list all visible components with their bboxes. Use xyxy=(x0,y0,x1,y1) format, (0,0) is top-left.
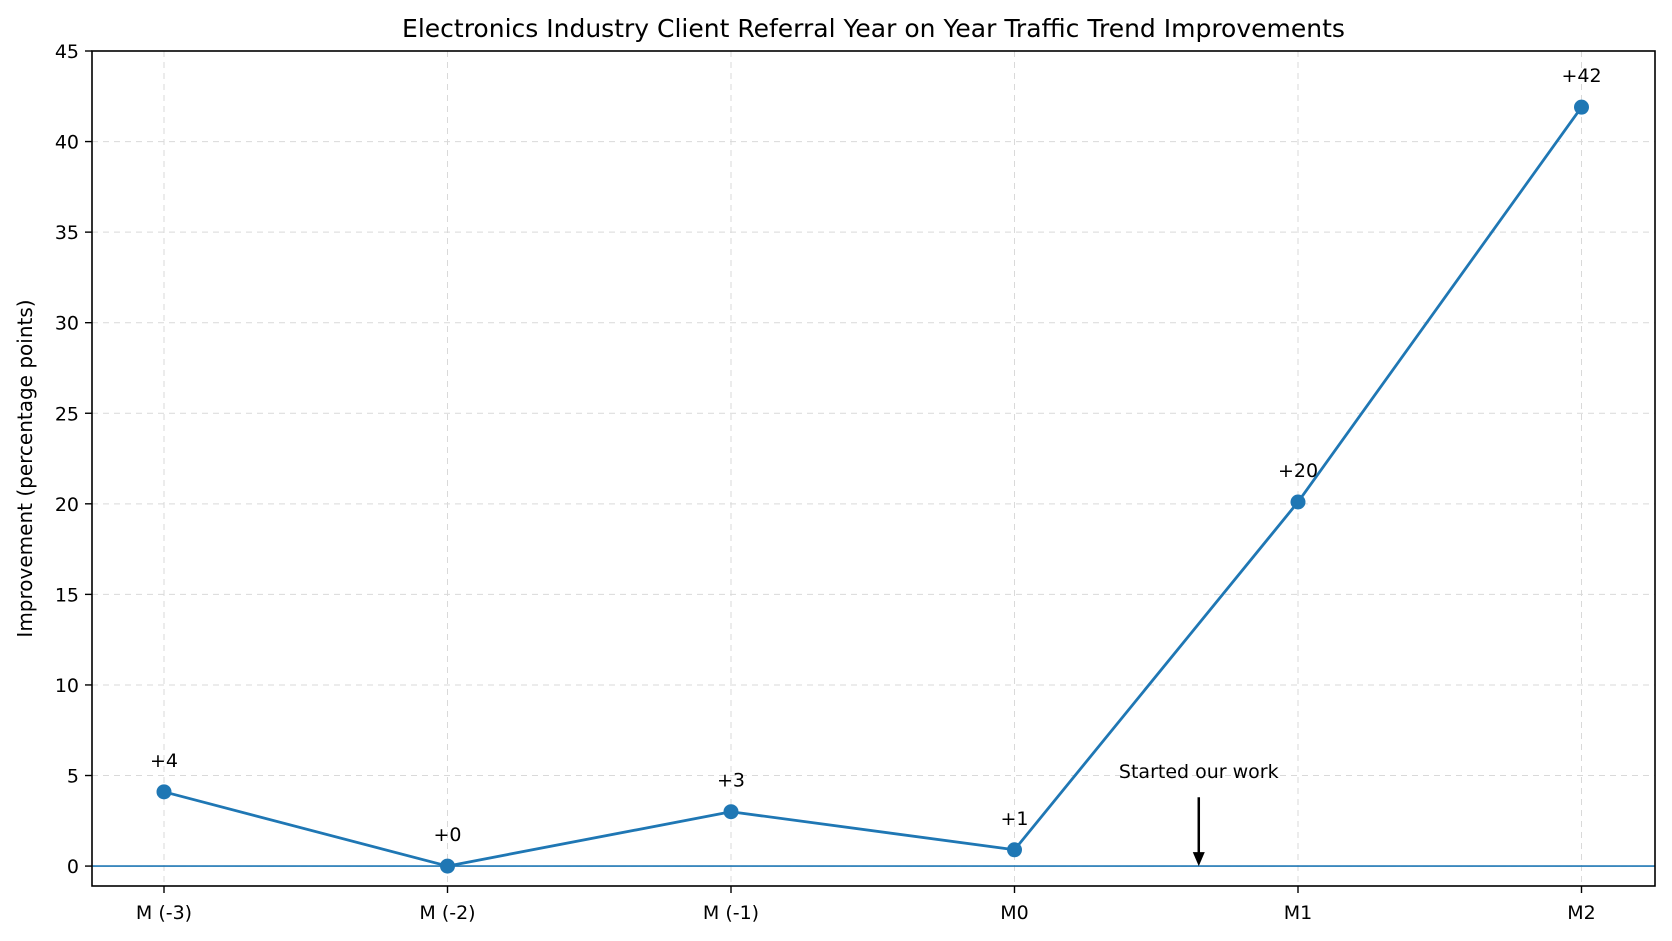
data-point xyxy=(1574,99,1589,115)
y-tick-label: 10 xyxy=(55,675,79,697)
y-tick-label: 5 xyxy=(67,766,79,788)
annotation: Started our work xyxy=(1119,761,1279,867)
annotation-arrow-head xyxy=(1192,852,1205,867)
x-tick-label: M2 xyxy=(1567,902,1595,924)
data-label: +42 xyxy=(1561,65,1601,87)
annotation-text: Started our work xyxy=(1119,761,1279,783)
y-tick-label: 40 xyxy=(55,132,79,154)
y-tick-label: 0 xyxy=(67,856,79,878)
data-label: +1 xyxy=(1000,808,1028,830)
data-label: +0 xyxy=(433,824,461,846)
data-point xyxy=(723,804,739,820)
data-label: +3 xyxy=(717,770,745,792)
x-tick-label: M (-3) xyxy=(136,902,192,924)
plot-frame xyxy=(91,50,1656,887)
y-axis-label: Improvement (percentage points) xyxy=(13,299,37,637)
x-axis: M (-3) M (-2) M (-1) M0 M1 M2 xyxy=(136,886,1596,924)
y-tick-label: 45 xyxy=(55,41,79,63)
y-tick-label: 20 xyxy=(55,494,79,516)
series-line xyxy=(163,106,1583,868)
x-tick-label: M1 xyxy=(1284,902,1312,924)
data-label: +20 xyxy=(1278,460,1318,482)
data-point xyxy=(1290,494,1306,510)
y-tick-label: 15 xyxy=(55,584,79,606)
y-tick-label: 25 xyxy=(55,403,79,425)
data-point xyxy=(440,858,455,874)
x-tick-label: M (-2) xyxy=(419,902,475,924)
x-tick-label: M (-1) xyxy=(703,902,759,924)
grid xyxy=(92,50,1655,886)
y-tick-label: 35 xyxy=(55,222,79,244)
x-tick-label: M0 xyxy=(1000,902,1028,924)
data-point xyxy=(1007,842,1022,858)
y-axis: 0 5 10 15 20 25 30 35 40 45 xyxy=(55,41,92,878)
y-tick-label: 30 xyxy=(55,313,79,335)
data-point xyxy=(156,784,172,800)
data-label: +4 xyxy=(150,750,178,772)
chart-title: Electronics Industry Client Referral Yea… xyxy=(402,14,1345,43)
series: +4 +0 +3 +1 +20 +42 xyxy=(150,65,1602,874)
